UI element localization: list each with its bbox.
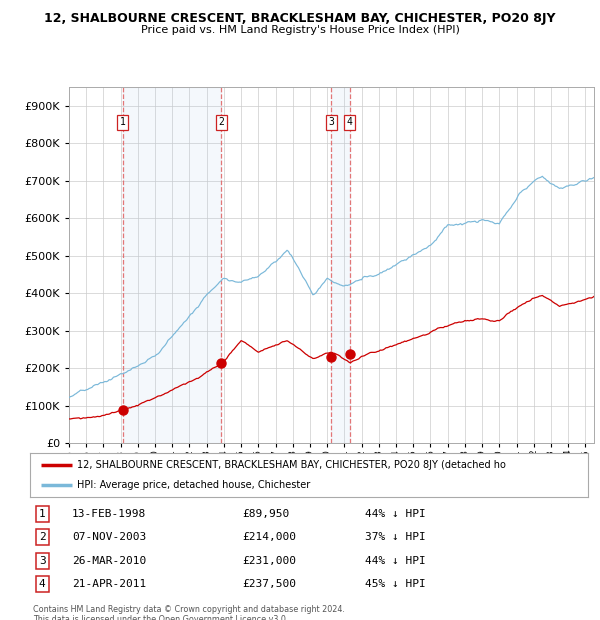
Bar: [331, 87, 350, 443]
Text: 1: 1: [119, 117, 125, 128]
Text: £237,500: £237,500: [242, 579, 296, 589]
Text: 13-FEB-1998: 13-FEB-1998: [72, 508, 146, 519]
Text: 2: 2: [218, 117, 224, 128]
Text: Contains HM Land Registry data © Crown copyright and database right 2024.
This d: Contains HM Land Registry data © Crown c…: [33, 604, 345, 620]
Text: £231,000: £231,000: [242, 556, 296, 565]
Text: Price paid vs. HM Land Registry's House Price Index (HPI): Price paid vs. HM Land Registry's House …: [140, 25, 460, 35]
Text: 44% ↓ HPI: 44% ↓ HPI: [365, 508, 425, 519]
Text: £214,000: £214,000: [242, 532, 296, 542]
Text: 12, SHALBOURNE CRESCENT, BRACKLESHAM BAY, CHICHESTER, PO20 8JY (detached ho: 12, SHALBOURNE CRESCENT, BRACKLESHAM BAY…: [77, 459, 506, 470]
Text: HPI: Average price, detached house, Chichester: HPI: Average price, detached house, Chic…: [77, 480, 311, 490]
Text: 07-NOV-2003: 07-NOV-2003: [72, 532, 146, 542]
Text: 3: 3: [39, 556, 46, 565]
Text: 4: 4: [39, 579, 46, 589]
Text: 26-MAR-2010: 26-MAR-2010: [72, 556, 146, 565]
Text: 44% ↓ HPI: 44% ↓ HPI: [365, 556, 425, 565]
Text: 1: 1: [39, 508, 46, 519]
Text: £89,950: £89,950: [242, 508, 289, 519]
Bar: [122, 87, 221, 443]
Text: 21-APR-2011: 21-APR-2011: [72, 579, 146, 589]
Text: 37% ↓ HPI: 37% ↓ HPI: [365, 532, 425, 542]
Text: 3: 3: [328, 117, 334, 128]
Text: 12, SHALBOURNE CRESCENT, BRACKLESHAM BAY, CHICHESTER, PO20 8JY: 12, SHALBOURNE CRESCENT, BRACKLESHAM BAY…: [44, 12, 556, 25]
Text: 45% ↓ HPI: 45% ↓ HPI: [365, 579, 425, 589]
Text: 2: 2: [39, 532, 46, 542]
Text: 4: 4: [347, 117, 353, 128]
